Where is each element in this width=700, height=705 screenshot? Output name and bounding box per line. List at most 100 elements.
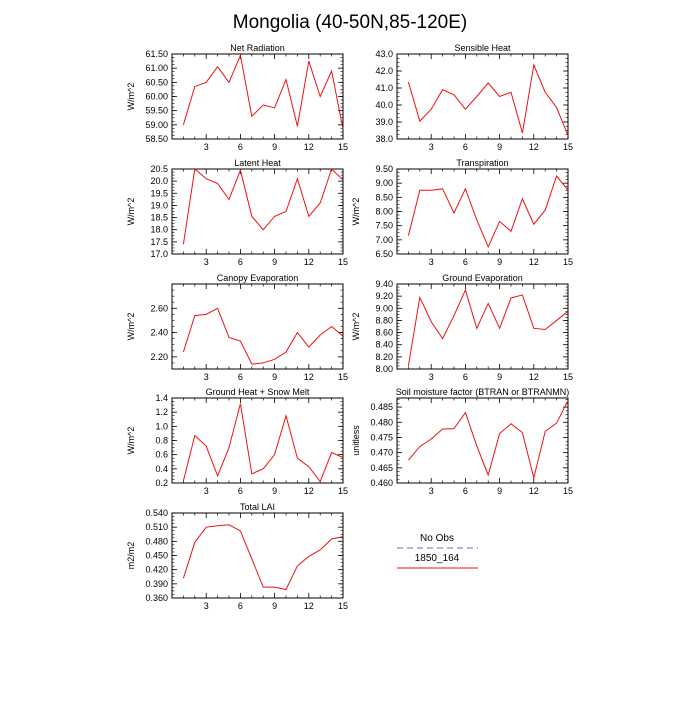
- x-tick-label: 12: [529, 257, 539, 267]
- y-tick-label: 0.480: [145, 536, 168, 546]
- x-tick-label: 12: [304, 257, 314, 267]
- y-tick-label: 8.20: [375, 352, 393, 362]
- x-tick-label: 6: [238, 601, 243, 611]
- y-tick-label: 2.40: [150, 328, 168, 338]
- x-tick-label: 12: [529, 142, 539, 152]
- panel-title: Canopy Evaporation: [217, 273, 299, 283]
- x-tick-label: 15: [563, 486, 573, 496]
- y-tick-label: 0.485: [370, 402, 393, 412]
- y-tick-label: 8.60: [375, 328, 393, 338]
- y-axis-label: m2/m2: [126, 542, 136, 570]
- y-tick-label: 19.5: [150, 188, 168, 198]
- y-tick-label: 17.5: [150, 237, 168, 247]
- x-tick-label: 12: [529, 372, 539, 382]
- series-line-1850-164: [408, 400, 569, 478]
- y-tick-label: 8.50: [375, 192, 393, 202]
- x-tick-label: 3: [204, 601, 209, 611]
- plot-frame: [396, 168, 569, 255]
- panel-7: Ground Heat + Snow Melt W/m^2 3 6 9 12 15 0.2 0.…: [126, 387, 348, 496]
- y-tick-label: 9.00: [375, 178, 393, 188]
- y-tick-label: 0.390: [145, 579, 168, 589]
- series-line-1850-164: [182, 403, 344, 483]
- panel-8: Soil moisture factor (BTRAN or BTRANMN) u…: [351, 387, 573, 496]
- series-line-1850-164: [407, 288, 569, 367]
- x-tick-label: 6: [238, 486, 243, 496]
- x-tick-label: 6: [463, 372, 468, 382]
- y-tick-label: 61.50: [145, 49, 168, 59]
- y-tick-label: 59.50: [145, 106, 168, 116]
- x-tick-label: 15: [338, 142, 348, 152]
- y-tick-label: 8.00: [375, 364, 393, 374]
- y-tick-label: 2.20: [150, 352, 168, 362]
- panel-5: Canopy Evaporation W/m^2 3 6 9 12 15 2.20 2.40 2.…: [126, 273, 348, 382]
- x-tick-label: 6: [463, 486, 468, 496]
- y-tick-label: 60.00: [145, 92, 168, 102]
- x-tick-label: 12: [304, 601, 314, 611]
- figure-title: Mongolia (40-50N,85-120E): [233, 12, 467, 33]
- y-tick-label: 8.80: [375, 315, 393, 325]
- y-tick-label: 18.5: [150, 213, 168, 223]
- x-tick-label: 15: [338, 372, 348, 382]
- plot-frame: [171, 283, 344, 370]
- y-tick-label: 58.50: [145, 134, 168, 144]
- panel-title: Ground Evaporation: [442, 273, 523, 283]
- y-tick-label: 0.360: [145, 593, 168, 603]
- x-tick-label: 3: [429, 372, 434, 382]
- x-tick-label: 12: [529, 486, 539, 496]
- x-tick-label: 12: [304, 372, 314, 382]
- y-tick-label: 39.0: [375, 117, 393, 127]
- panel-grid: Net Radiation W/m^2 3 6 9 12 15 58.50 59.00 59.50…: [126, 43, 573, 611]
- plot-frame: [396, 53, 569, 140]
- panel-title: Transpiration: [456, 158, 508, 168]
- y-tick-label: 9.40: [375, 279, 393, 289]
- x-tick-label: 3: [204, 257, 209, 267]
- x-tick-label: 9: [497, 142, 502, 152]
- y-tick-label: 9.20: [375, 291, 393, 301]
- panel-title: Net Radiation: [230, 43, 285, 53]
- legend-label-no-obs: No Obs: [420, 533, 454, 544]
- series-line-1850-164: [407, 63, 569, 136]
- x-tick-label: 15: [563, 257, 573, 267]
- legend-label-1850-164: 1850_164: [415, 553, 460, 564]
- y-tick-label: 60.50: [145, 77, 168, 87]
- x-tick-label: 6: [238, 142, 243, 152]
- x-tick-label: 12: [304, 142, 314, 152]
- y-tick-label: 59.00: [145, 120, 168, 130]
- panel-title: Total LAI: [240, 502, 275, 512]
- y-axis-label: W/m^2: [126, 83, 136, 111]
- y-tick-label: 7.50: [375, 221, 393, 231]
- y-tick-label: 41.0: [375, 83, 393, 93]
- x-tick-label: 3: [429, 486, 434, 496]
- x-tick-label: 3: [204, 142, 209, 152]
- x-tick-label: 9: [272, 372, 277, 382]
- y-tick-label: 0.420: [145, 565, 168, 575]
- y-tick-label: 8.40: [375, 340, 393, 350]
- panel-4: Transpiration W/m^2 3 6 9 12 15 6.50 7.00 7.50 8.0…: [351, 158, 573, 267]
- panel-2: Sensible Heat 3 6 9 12 15 38.0 39.0 40.0 41.0 42.0…: [375, 43, 573, 152]
- plot-frame: [171, 512, 344, 599]
- x-tick-label: 9: [272, 257, 277, 267]
- y-tick-label: 42.0: [375, 66, 393, 76]
- plot-frame: [171, 397, 344, 484]
- y-tick-label: 61.00: [145, 63, 168, 73]
- y-tick-label: 9.00: [375, 303, 393, 313]
- x-tick-label: 6: [463, 257, 468, 267]
- panel-title: Soil moisture factor (BTRAN or BTRANMN): [396, 387, 570, 397]
- y-tick-label: 8.00: [375, 207, 393, 217]
- y-tick-label: 18.0: [150, 225, 168, 235]
- y-axis-label: W/m^2: [351, 198, 361, 226]
- x-tick-label: 3: [204, 486, 209, 496]
- panel-6: Ground Evaporation W/m^2 3 6 9 12 15 8.00 8.20 8.…: [351, 273, 573, 382]
- panel-title: Latent Heat: [234, 158, 281, 168]
- y-tick-label: 40.0: [375, 100, 393, 110]
- y-axis-label: W/m^2: [126, 198, 136, 226]
- y-tick-label: 38.0: [375, 134, 393, 144]
- x-tick-label: 9: [497, 372, 502, 382]
- series-line-1850-164: [182, 307, 344, 365]
- series-line-1850-164: [407, 175, 569, 249]
- plot-frame: [396, 283, 569, 370]
- x-tick-label: 9: [497, 486, 502, 496]
- y-tick-label: 9.50: [375, 164, 393, 174]
